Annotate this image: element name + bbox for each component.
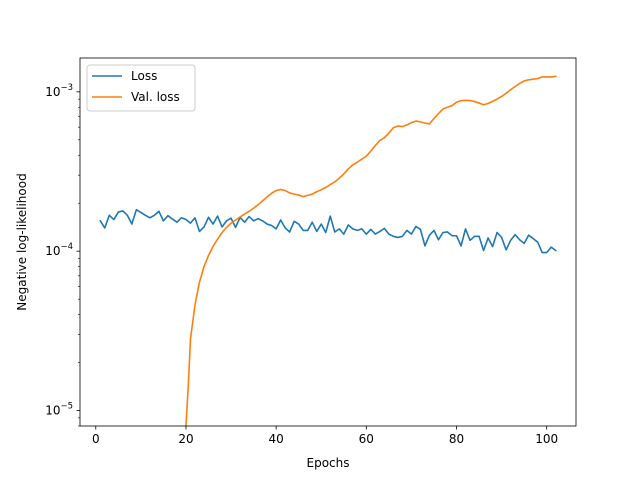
y-tick-exponent: −5 bbox=[60, 402, 73, 412]
legend-label-val-loss: Val. loss bbox=[131, 90, 180, 104]
legend-label-loss: Loss bbox=[131, 69, 157, 83]
series-group bbox=[99, 75, 557, 426]
y-tick-base: 10 bbox=[45, 85, 60, 99]
y-tick-base: 10 bbox=[45, 244, 60, 258]
y-tick-label: 10−3 bbox=[45, 83, 73, 99]
series-line-loss bbox=[99, 208, 557, 254]
x-tick-label: 40 bbox=[269, 432, 284, 446]
legend: Loss Val. loss bbox=[86, 64, 196, 112]
y-tick-exponent: −3 bbox=[60, 83, 73, 93]
plot-area bbox=[99, 75, 557, 426]
x-tick-label: 0 bbox=[92, 432, 100, 446]
x-tick-label: 20 bbox=[178, 432, 193, 446]
y-tick-label: 10−4 bbox=[45, 242, 73, 258]
x-tick-label: 100 bbox=[535, 432, 558, 446]
y-tick-exponent: −4 bbox=[60, 242, 73, 252]
series-line-val-loss bbox=[185, 75, 557, 426]
y-tick-base: 10 bbox=[45, 404, 60, 418]
axes-frame bbox=[79, 57, 577, 427]
x-tick-label: 60 bbox=[359, 432, 374, 446]
x-tick-label: 80 bbox=[449, 432, 464, 446]
y-tick-label: 10−5 bbox=[45, 402, 73, 418]
y-axis-label: Negative log-likelihood bbox=[15, 173, 29, 310]
x-axis-label: Epochs bbox=[307, 456, 350, 470]
